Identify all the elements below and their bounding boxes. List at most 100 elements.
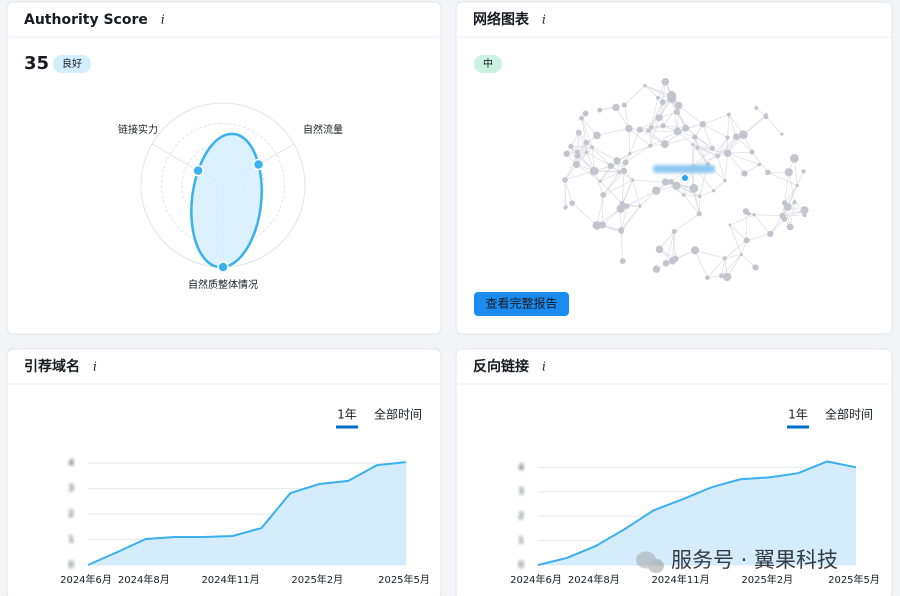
network-node xyxy=(625,124,633,133)
blurred-domain xyxy=(653,165,715,173)
network-edge xyxy=(570,145,593,148)
network-edge xyxy=(694,250,708,278)
x-tick-label: 2024年6月 xyxy=(60,573,112,586)
network-edge xyxy=(644,85,659,99)
radar-axis-label: 链接实力 xyxy=(118,123,158,136)
network-edge xyxy=(721,254,742,277)
watermark-icon xyxy=(636,551,664,573)
network-node xyxy=(733,133,740,140)
network-node xyxy=(583,139,590,146)
network-edge xyxy=(784,172,790,203)
network-edge xyxy=(596,128,629,136)
network-node xyxy=(661,77,670,86)
network-node xyxy=(752,264,759,271)
network-node xyxy=(655,245,664,254)
network-edge xyxy=(694,137,708,165)
network-node xyxy=(563,150,570,158)
network-edge xyxy=(727,151,753,154)
info-icon[interactable]: i xyxy=(542,360,546,374)
network-edge xyxy=(564,170,595,181)
network-node xyxy=(621,167,628,174)
network-node xyxy=(715,153,720,159)
network-edge xyxy=(693,188,700,214)
network-node xyxy=(786,223,794,231)
network-edge xyxy=(599,160,618,182)
network-node xyxy=(801,169,806,174)
network-edge xyxy=(599,181,623,204)
network-node xyxy=(739,130,748,140)
network-edge xyxy=(685,127,713,149)
network-node xyxy=(705,275,710,281)
network-edge xyxy=(729,224,747,241)
radar-axis-label: 自然质整体情况 xyxy=(188,278,258,291)
network-edge xyxy=(692,148,713,167)
toggle-option[interactable]: 1年 xyxy=(337,408,357,422)
toggle-option[interactable]: 全部时间 xyxy=(825,407,873,422)
network-node xyxy=(575,129,582,136)
network-edge xyxy=(592,146,618,161)
network-node xyxy=(725,135,730,140)
score: 35 xyxy=(24,53,49,74)
network-edge xyxy=(649,127,652,146)
network-edge xyxy=(753,214,771,235)
network-node xyxy=(754,106,759,111)
toggle-option[interactable]: 全部时间 xyxy=(374,407,422,422)
network-edge xyxy=(707,137,728,165)
network-edge xyxy=(581,118,593,148)
network-node xyxy=(667,93,676,102)
icon-bubble xyxy=(648,559,664,573)
network-node xyxy=(582,110,589,117)
network-node xyxy=(636,126,643,133)
network-node xyxy=(607,162,614,170)
network-node xyxy=(621,102,627,108)
button-text[interactable]: 查看完整报告 xyxy=(485,296,557,311)
network-node xyxy=(662,260,670,267)
network-edge xyxy=(692,155,718,167)
network-node xyxy=(655,114,663,122)
network-node xyxy=(661,178,670,186)
y-tick-label: 0 xyxy=(68,561,74,571)
network-node xyxy=(638,204,642,208)
network-node xyxy=(674,109,680,116)
report-button[interactable]: 查看完整报告 xyxy=(474,292,569,316)
badge-text: 中 xyxy=(483,57,493,70)
network-edge xyxy=(620,205,641,231)
area-fill xyxy=(88,462,406,565)
y-tick-label: 0 xyxy=(518,561,524,571)
info-icon[interactable]: i xyxy=(161,13,165,27)
y-tick-label: 2 xyxy=(68,510,74,520)
x-tick-label: 2024年11月 xyxy=(651,573,709,586)
network-edge xyxy=(765,116,783,135)
network-edge xyxy=(694,249,725,259)
info-icon[interactable]: i xyxy=(542,13,546,27)
button-bg[interactable] xyxy=(474,292,569,316)
network-edge xyxy=(632,179,666,183)
network-node xyxy=(674,101,683,110)
network-node xyxy=(763,114,769,120)
network-node xyxy=(574,149,580,155)
network-edge xyxy=(754,214,783,217)
network-node xyxy=(681,193,686,197)
network-edge xyxy=(586,151,611,167)
network-edge xyxy=(676,111,696,138)
info-icon[interactable]: i xyxy=(93,360,97,374)
network-edge xyxy=(727,153,745,174)
y-tick-label: 1 xyxy=(518,536,524,546)
network-edge xyxy=(676,185,700,197)
network-edge xyxy=(717,155,726,181)
network-edge xyxy=(602,172,620,196)
network-node xyxy=(618,227,625,234)
network-edge xyxy=(787,185,798,208)
network-edge xyxy=(702,114,729,125)
area-fill xyxy=(538,461,856,565)
network-edge xyxy=(564,179,567,208)
network-node xyxy=(728,223,732,227)
network-node xyxy=(800,206,809,215)
x-tick-label: 2025年5月 xyxy=(378,573,430,586)
network-node xyxy=(697,194,702,199)
network-node xyxy=(711,189,716,193)
toggle-option[interactable]: 1年 xyxy=(788,408,808,422)
network-edge xyxy=(694,136,713,149)
network-edge xyxy=(745,211,748,241)
